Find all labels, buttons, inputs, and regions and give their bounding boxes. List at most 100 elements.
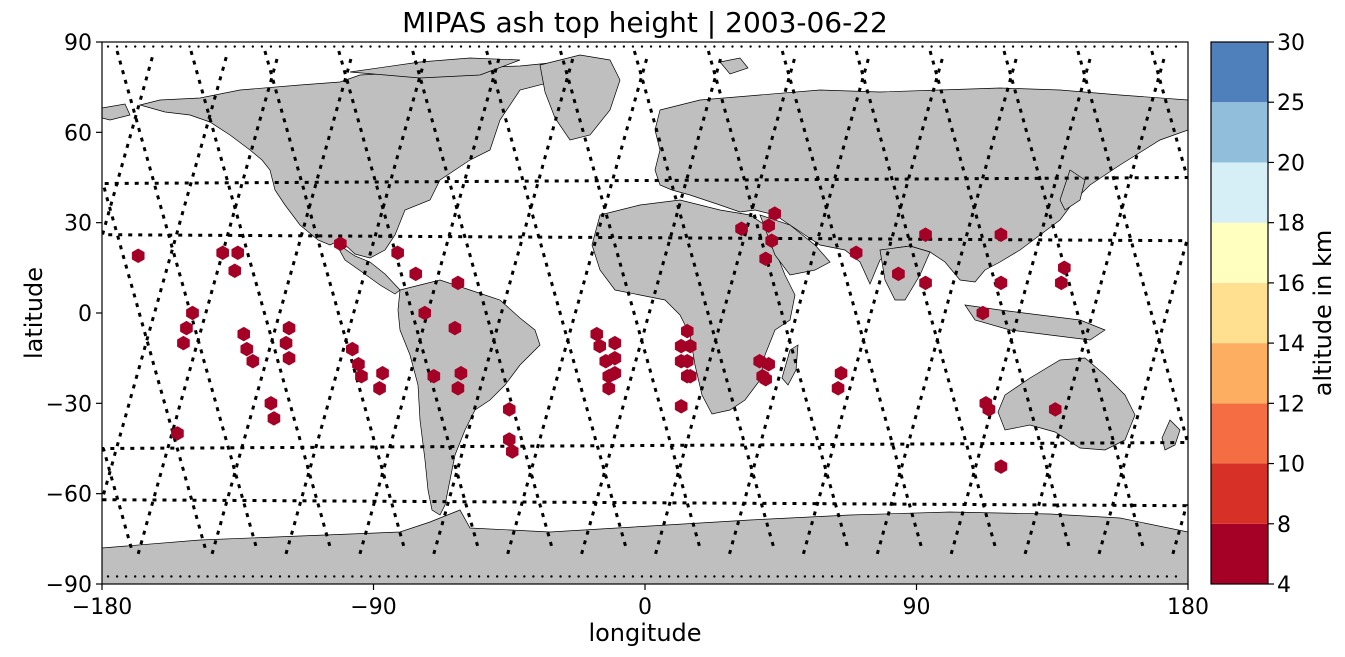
polar-sample xyxy=(1138,575,1141,578)
ash-marker xyxy=(264,396,278,411)
polar-sample xyxy=(676,45,680,48)
polar-sample xyxy=(803,575,807,578)
polar-sample xyxy=(1048,45,1051,48)
polar-sample xyxy=(414,575,417,578)
ash-marker xyxy=(849,245,863,261)
polar-sample xyxy=(550,575,553,578)
polar-sample xyxy=(957,575,960,578)
ash-marker xyxy=(608,365,622,381)
polar-sample xyxy=(658,575,662,578)
polar-sample xyxy=(667,45,671,48)
polar-sample xyxy=(215,45,218,48)
colorbar-frame xyxy=(1210,41,1269,585)
polar-sample xyxy=(604,45,607,48)
polar-sample xyxy=(595,45,598,48)
ash-marker xyxy=(834,365,848,381)
polar-sample xyxy=(1029,45,1033,48)
polar-sample xyxy=(179,575,182,578)
ash-marker xyxy=(171,426,184,441)
orbit-track xyxy=(580,53,724,555)
ash-marker xyxy=(759,251,772,267)
polar-sample xyxy=(568,575,571,578)
polar-sample xyxy=(1084,575,1087,578)
polar-sample xyxy=(966,45,969,48)
colorbar-segment xyxy=(1211,102,1268,163)
polar-sample xyxy=(740,575,743,578)
ash-marker xyxy=(976,305,990,321)
ash-marker xyxy=(418,305,432,321)
new-zealand xyxy=(1161,419,1181,451)
map-area xyxy=(102,42,1188,584)
polar-sample xyxy=(839,45,843,48)
orbit-track xyxy=(559,50,703,552)
y-tick-label: 90 xyxy=(64,31,92,56)
ash-marker xyxy=(409,266,423,282)
polar-sample xyxy=(188,575,191,578)
polar-sample xyxy=(794,45,798,48)
colorbar-tick-label: 10 xyxy=(1277,453,1305,478)
polar-sample xyxy=(686,575,689,578)
polar-sample xyxy=(360,575,363,578)
polar-sample xyxy=(559,45,562,48)
polar-sample xyxy=(948,575,951,578)
polar-sample xyxy=(740,45,743,48)
polar-sample xyxy=(269,45,273,48)
polar-sample xyxy=(848,45,852,48)
polar-sample xyxy=(360,45,363,48)
polar-sample xyxy=(1120,45,1123,48)
polar-sample xyxy=(206,575,209,578)
colorbar-segment xyxy=(1211,523,1268,584)
ash-marker xyxy=(1054,275,1068,291)
orbit-track xyxy=(210,53,354,555)
ash-marker xyxy=(608,335,622,351)
ash-marker xyxy=(505,444,519,459)
orbit-track xyxy=(263,50,407,552)
polar-sample xyxy=(993,575,997,578)
polar-sample xyxy=(450,45,454,48)
polar-sample xyxy=(324,575,327,578)
orbit-track xyxy=(706,50,851,552)
ash-marker xyxy=(735,221,748,236)
polar-sample xyxy=(486,575,490,578)
polar-sample xyxy=(903,575,906,578)
ash-markers xyxy=(131,206,1071,474)
polar-sample xyxy=(242,575,245,578)
polar-sample xyxy=(613,45,617,48)
polar-sample xyxy=(505,45,508,48)
polar-sample xyxy=(550,45,553,48)
polar-sample xyxy=(930,45,933,48)
ash-marker xyxy=(267,411,281,426)
polar-sample xyxy=(378,575,381,578)
polar-sample xyxy=(396,45,399,48)
y-axis-ticks: −90 −60 −30 0 30 60 90 xyxy=(46,31,102,598)
polar-sample xyxy=(1165,45,1169,48)
polar-sample xyxy=(848,575,852,578)
polar-sample xyxy=(405,45,408,48)
polar-sample xyxy=(876,575,879,578)
polar-sample xyxy=(1102,575,1105,578)
polar-sample xyxy=(423,45,426,48)
orbit-tracks xyxy=(102,45,1188,578)
polar-sample xyxy=(333,575,336,578)
polar-sample xyxy=(505,575,508,578)
ash-marker xyxy=(427,368,441,384)
polar-sample xyxy=(867,575,870,578)
ash-marker xyxy=(282,350,296,366)
polar-sample xyxy=(1002,575,1006,578)
y-axis-label: latitude xyxy=(20,267,48,359)
polar-sample xyxy=(468,45,472,48)
polar-sample xyxy=(695,45,698,48)
polar-sample xyxy=(287,575,291,578)
polar-sample xyxy=(1057,575,1060,578)
polar-sample xyxy=(631,575,635,578)
polar-sample xyxy=(885,575,888,578)
polar-sample xyxy=(921,45,924,48)
polar-sample xyxy=(930,575,933,578)
polar-sample xyxy=(803,45,807,48)
polar-sample xyxy=(1020,45,1024,48)
ash-marker xyxy=(994,459,1008,474)
polar-sample xyxy=(794,575,798,578)
colorbar-segment xyxy=(1211,463,1268,524)
x-axis-label: longitude xyxy=(588,619,701,647)
ash-marker xyxy=(376,365,389,381)
